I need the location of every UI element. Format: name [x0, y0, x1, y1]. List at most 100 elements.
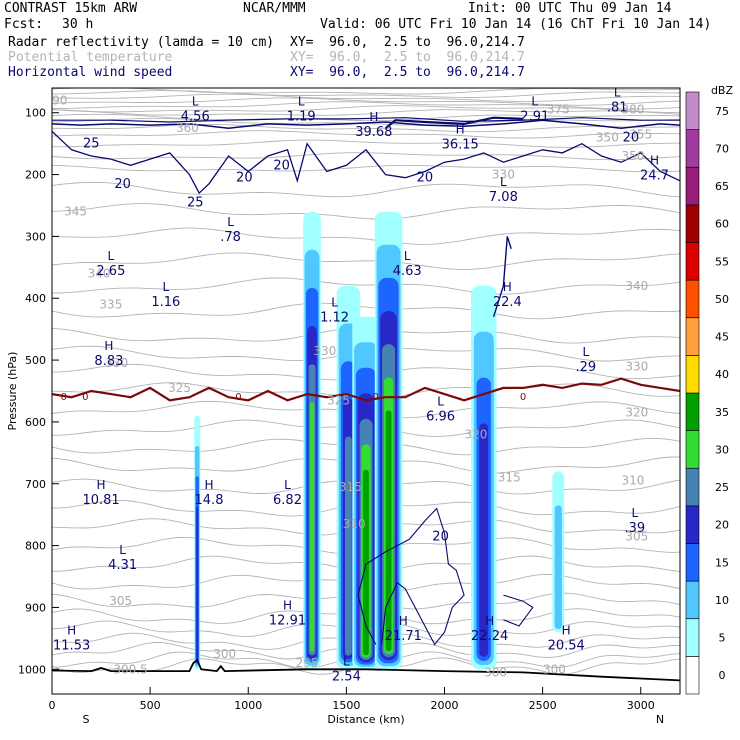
reflectivity-cell-2-level-30	[309, 402, 315, 652]
extremum-value: 2.91	[520, 110, 549, 125]
colorbar-swatch-25	[685, 467, 700, 507]
colorbar-label: 55	[715, 255, 729, 268]
x-axis-label: Distance (km)	[327, 713, 404, 726]
extremum-value: 39.68	[355, 125, 392, 140]
init-time: Init: 00 UTC Thu 09 Jan 14	[468, 1, 672, 16]
reflectivity-cell-7-level-10	[554, 505, 562, 630]
field-1-name: Radar reflectivity (lamda = 10 cm)	[8, 35, 275, 50]
colorbar-label: 30	[715, 443, 729, 456]
x-end-label-north: N	[656, 713, 664, 726]
extremum-value: .29	[575, 360, 596, 375]
theta-label: 360	[176, 121, 199, 135]
y-tick-label: 200	[25, 169, 46, 182]
extremum-marker: L	[192, 95, 199, 109]
colorbar-swatch-20	[685, 505, 700, 544]
y-tick-label: 100	[25, 107, 46, 120]
freezing-level-label: 0	[235, 392, 241, 403]
extremum-value: 6.96	[426, 410, 455, 425]
theta-contour	[52, 113, 680, 122]
theta-label: 320	[464, 427, 487, 441]
freezing-level-label: 0	[520, 392, 526, 403]
extremum-marker: L	[162, 280, 169, 294]
extremum-value: .78	[220, 230, 241, 245]
extremum-value: 36.15	[442, 137, 479, 152]
extremum-value: .81	[607, 100, 628, 115]
extremum-marker: H	[562, 623, 571, 637]
colorbar-swatch-10	[685, 580, 700, 619]
colorbar-label: 40	[715, 368, 729, 381]
extremum-value: 4.56	[181, 110, 210, 125]
theta-label: 305	[109, 594, 132, 608]
extremum-marker: H	[283, 599, 292, 613]
colorbar-swatch-75	[685, 91, 700, 130]
wind-label: 20	[623, 130, 640, 145]
extremum-marker: L	[119, 543, 126, 557]
theta-label: 340	[625, 279, 648, 293]
colorbar-label: 65	[715, 180, 729, 193]
extremum-value: 14.8	[195, 493, 224, 508]
extremum-value: .39	[625, 521, 646, 536]
theta-label: 330	[105, 356, 128, 370]
reflectivity-cell-5-level-35	[385, 410, 392, 652]
wind-label: 20	[114, 177, 131, 192]
theta-label: 310	[621, 474, 644, 488]
extremum-value: 1.16	[151, 295, 180, 310]
extremum-marker: L	[331, 296, 338, 310]
colorbar-label: 10	[715, 594, 729, 607]
x-tick-label: 1500	[332, 699, 360, 712]
extremum-marker: H	[204, 478, 213, 492]
y-tick-label: 300	[25, 230, 46, 243]
wind-label: 20	[432, 529, 449, 544]
theta-label: 330	[492, 168, 515, 182]
theta-label: 330	[313, 344, 336, 358]
wind-contour	[384, 116, 524, 130]
extremum-marker: H	[67, 623, 76, 637]
extremum-marker: L	[227, 215, 234, 229]
wind-contour	[52, 130, 680, 195]
colorbar-swatch-30	[685, 430, 700, 469]
theta-contour	[52, 181, 680, 198]
theta-label: 335	[99, 297, 122, 311]
y-tick-label: 700	[25, 478, 46, 491]
colorbar-label: 50	[715, 293, 729, 306]
wind-label: 20	[417, 171, 434, 186]
extremum-marker: H	[369, 110, 378, 124]
wind-label: 25	[187, 195, 204, 210]
extremum-marker: H	[97, 478, 106, 492]
extremum-marker: H	[485, 614, 494, 628]
x-tick-label: 0	[49, 699, 56, 712]
wind-label: 20	[236, 171, 253, 186]
field-3-xy: XY= 96.0, 2.5 to 96.0,214.7	[290, 65, 525, 80]
theta-contour	[52, 105, 680, 114]
extremum-marker: H	[503, 280, 512, 294]
extremum-marker: L	[614, 85, 621, 99]
extremum-marker: L	[437, 395, 444, 409]
theta-contour	[52, 152, 680, 161]
theta-label: 345	[64, 205, 87, 219]
extremum-marker: L	[343, 654, 350, 668]
extremum-value: 22.4	[493, 295, 522, 310]
colorbar-label: 70	[715, 142, 729, 155]
x-tick-label: 1000	[234, 699, 262, 712]
extremum-marker: L	[404, 249, 411, 263]
theta-contour	[52, 252, 680, 270]
y-tick-label: 800	[25, 540, 46, 553]
theta-contour	[52, 302, 680, 320]
colorbar-swatch-50	[685, 279, 700, 319]
theta-label: 315	[498, 471, 521, 485]
theta-label: 355	[629, 127, 652, 141]
colorbar-swatch-70	[685, 129, 700, 168]
x-tick-label: 2000	[431, 699, 459, 712]
freezing-level-label: 0	[82, 392, 88, 403]
theta-label: 325	[327, 393, 350, 407]
wind-label: 25	[83, 137, 100, 152]
theta-contour	[52, 227, 680, 245]
extremum-marker: H	[456, 122, 465, 136]
theta-contour	[52, 97, 680, 106]
y-tick-label: 400	[25, 292, 46, 305]
freezing-level-label: 0	[61, 392, 67, 403]
theta-label: 380	[621, 103, 644, 117]
colorbar-label: 20	[715, 519, 729, 532]
theta-label: 300.5	[113, 662, 147, 676]
